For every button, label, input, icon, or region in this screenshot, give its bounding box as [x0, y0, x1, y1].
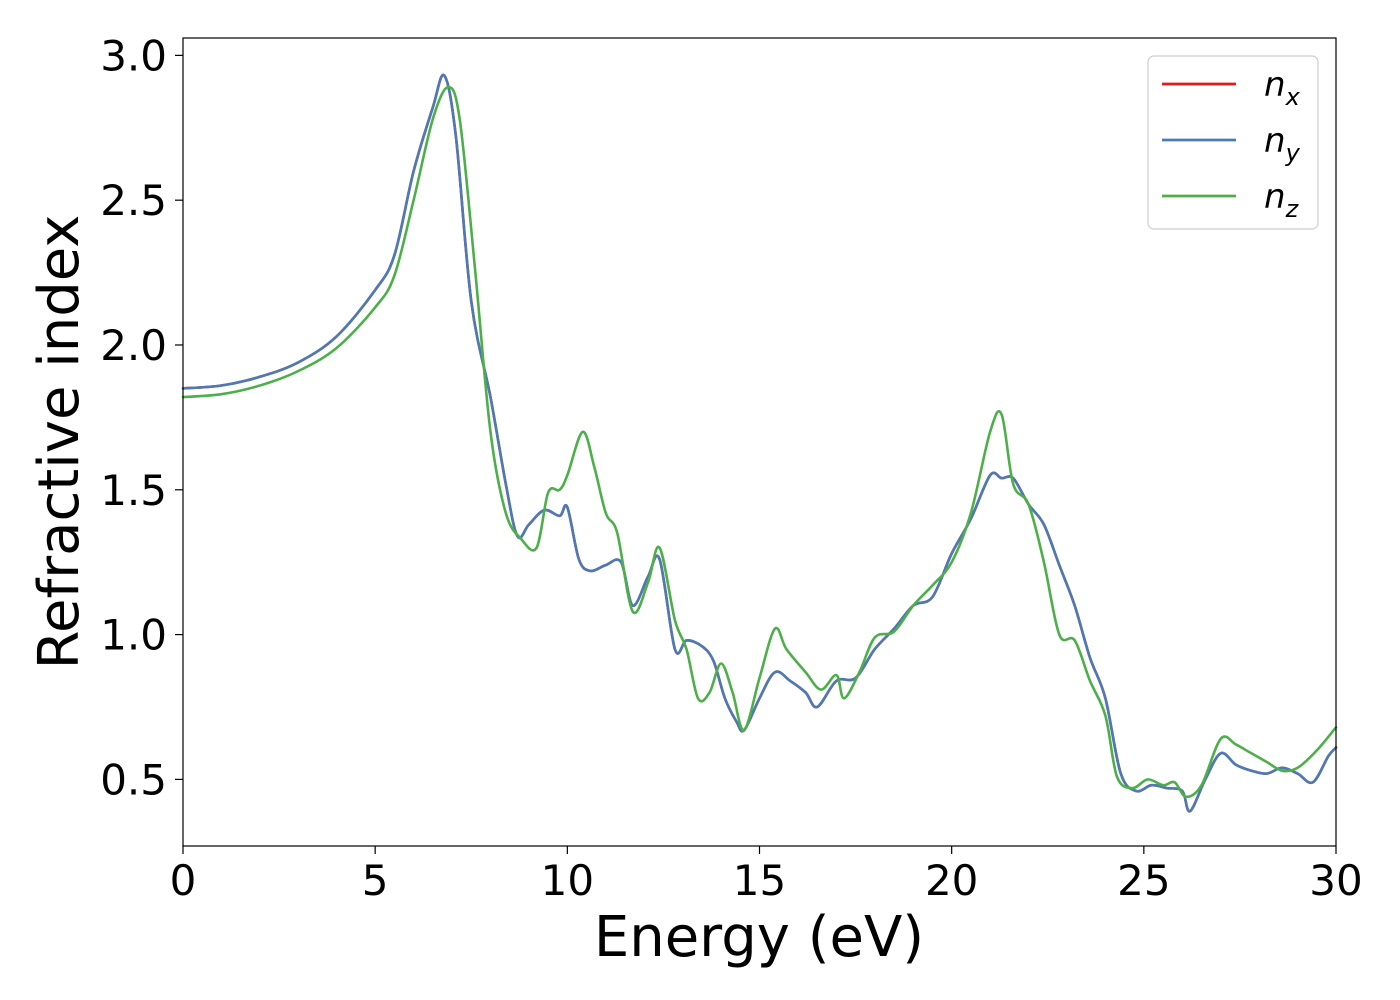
- y-tick-label: 1.0: [100, 611, 167, 660]
- legend-label-z: nz: [1264, 177, 1300, 223]
- y-tick-label: 1.5: [100, 466, 167, 515]
- y-tick-label: 2.0: [100, 321, 167, 370]
- plot-lines: [181, 73, 1338, 813]
- x-tick-label: 0: [170, 856, 197, 905]
- x-axis-ticks: 0 5 10 15 20 25 30: [170, 846, 1363, 905]
- x-tick-label: 25: [1117, 856, 1170, 905]
- series-line-y: [181, 73, 1338, 813]
- x-tick-label: 5: [362, 856, 389, 905]
- legend-label-x: nx: [1264, 65, 1301, 111]
- series-line-z: [181, 85, 1338, 799]
- x-tick-label: 10: [541, 856, 594, 905]
- y-axis-ticks: 0.5 1.0 1.5 2.0 2.5 3.0: [100, 31, 183, 804]
- legend-label-y: ny: [1264, 121, 1301, 167]
- x-axis-title: Energy (eV): [594, 905, 924, 970]
- y-tick-label: 0.5: [100, 755, 167, 804]
- x-tick-label: 30: [1309, 856, 1362, 905]
- x-tick-label: 20: [925, 856, 978, 905]
- legend-box: [1147, 55, 1319, 230]
- y-axis-title: Refractive index: [27, 215, 92, 670]
- legend: nx ny nz: [1147, 55, 1319, 230]
- y-tick-label: 2.5: [100, 176, 167, 225]
- x-tick-label: 15: [733, 856, 786, 905]
- y-tick-label: 3.0: [100, 31, 167, 80]
